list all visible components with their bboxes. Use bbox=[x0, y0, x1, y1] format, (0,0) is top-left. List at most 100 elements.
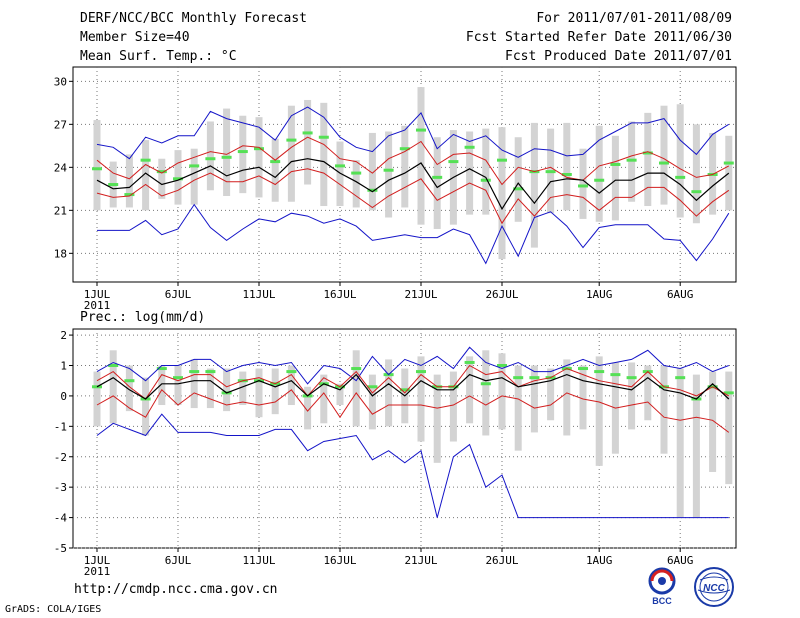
prec-ensemble-bar bbox=[725, 371, 733, 485]
temp-ensemble-bar bbox=[320, 102, 328, 207]
temp-ensemble-bar bbox=[725, 135, 733, 211]
prec-ensemble-bar bbox=[158, 365, 166, 406]
temp-ytick-label: 27 bbox=[54, 118, 67, 131]
temp-member-marker bbox=[723, 161, 734, 165]
temp-member-marker bbox=[659, 161, 669, 165]
source-url[interactable]: http://cmdp.ncc.cma.gov.cn bbox=[74, 582, 278, 597]
temp-member-marker bbox=[237, 150, 248, 154]
temp-upper-quartile-line bbox=[96, 136, 730, 186]
prec-member-marker bbox=[367, 385, 378, 389]
prec-member-marker bbox=[108, 364, 119, 367]
prec-ensemble-bar bbox=[709, 371, 717, 472]
prec-member-marker bbox=[497, 364, 507, 367]
forecast-started: Fcst Started Refer Date 2011/06/30 bbox=[465, 30, 732, 45]
temp-ensemble-bar bbox=[676, 104, 684, 218]
temp-member-marker bbox=[351, 171, 362, 175]
temp-member-marker bbox=[140, 158, 151, 162]
prec-ytick-label: -1 bbox=[54, 420, 67, 433]
temp-max-line bbox=[96, 106, 730, 160]
prec-ensemble-bar bbox=[514, 365, 522, 451]
prec-ensemble-bar bbox=[433, 374, 441, 463]
temp-ensemble-bar bbox=[530, 122, 538, 248]
temp-ensemble-bar bbox=[271, 138, 279, 202]
temp-ensemble-bar bbox=[255, 117, 263, 198]
prec-xtick-label: 1AUG bbox=[586, 554, 613, 567]
prec-ensemble-bar bbox=[563, 359, 571, 436]
temp-min-line bbox=[97, 203, 730, 265]
temp-member-marker bbox=[318, 135, 329, 139]
temp-ensemble-bar bbox=[401, 125, 409, 208]
prec-lower-quartile-line bbox=[96, 389, 730, 433]
prec-ensemble-bar bbox=[530, 365, 538, 433]
temp-ensemble-bar bbox=[93, 120, 101, 211]
temp-ensemble-bar bbox=[223, 108, 231, 196]
prec-max-line bbox=[96, 346, 729, 385]
prec-ensemble-bar bbox=[142, 377, 150, 436]
temp-median-line bbox=[96, 158, 730, 211]
prec-ensemble-bar bbox=[466, 356, 474, 424]
temp-xtick-label: 6JUL bbox=[165, 288, 192, 301]
prec-ensemble-bar bbox=[644, 365, 652, 421]
prec-xtick-label: 6JUL bbox=[165, 554, 192, 567]
temp-plot-frame bbox=[72, 66, 737, 283]
prec-member-marker bbox=[626, 376, 637, 380]
prec-ensemble-bar bbox=[417, 356, 425, 442]
temp-xtick-label: 11JUL bbox=[242, 288, 275, 301]
prec-ensemble-bar bbox=[498, 353, 506, 430]
temp-member-marker bbox=[432, 175, 443, 179]
temp-ensemble-bar bbox=[644, 112, 652, 207]
temp-member-marker bbox=[691, 190, 702, 194]
prec-ensemble-bar bbox=[320, 374, 328, 424]
temp-ensemble-bar bbox=[579, 148, 587, 219]
prec-ensemble-bar bbox=[482, 350, 490, 436]
prec-ytick-label: -2 bbox=[54, 451, 67, 464]
temp-ensemble-bar bbox=[563, 122, 571, 211]
temp-member-marker bbox=[626, 158, 637, 162]
temp-ensemble-bar bbox=[482, 128, 490, 215]
temp-ensemble-bar bbox=[304, 99, 312, 185]
precip-panel-title: Prec.: log(mm/d) bbox=[80, 310, 206, 325]
prec-ensemble-bar bbox=[174, 365, 182, 406]
prec-ensemble-bar bbox=[336, 383, 344, 406]
temp-member-marker bbox=[221, 155, 232, 159]
temp-member-marker bbox=[270, 160, 281, 164]
prec-ensemble-bar bbox=[692, 374, 700, 518]
prec-xtick-label: 1JUL bbox=[84, 554, 111, 567]
temp-member-marker bbox=[124, 193, 135, 197]
temp-member-marker bbox=[108, 183, 119, 187]
prec-ensemble-bar bbox=[352, 350, 360, 427]
temp-member-marker bbox=[561, 173, 572, 176]
grads-credit: GrADS: COLA/IGES bbox=[5, 604, 102, 615]
prec-xtick-label: 11JUL bbox=[242, 554, 275, 567]
temp-member-marker bbox=[513, 187, 524, 191]
temp-ensemble-bar bbox=[206, 121, 214, 191]
temp-ensemble-bar bbox=[190, 148, 198, 205]
temp-member-marker bbox=[545, 170, 556, 174]
prec-ensemble-bar bbox=[385, 359, 393, 427]
prec-member-marker bbox=[351, 367, 362, 371]
temp-xtick-label: 16JUL bbox=[323, 288, 356, 301]
temp-year-label: 2011 bbox=[84, 299, 111, 312]
temp-member-marker bbox=[254, 147, 264, 151]
prec-member-marker bbox=[189, 370, 200, 374]
prec-ensemble-bar bbox=[271, 368, 279, 415]
temp-ensemble-bar bbox=[239, 115, 247, 194]
temp-xtick-label: 21JUL bbox=[404, 288, 437, 301]
prec-ytick-label: 1 bbox=[60, 360, 67, 373]
temp-ensemble-bar bbox=[417, 87, 425, 225]
temp-ensemble-bar bbox=[692, 124, 700, 224]
prec-ensemble-bar bbox=[206, 368, 214, 409]
temp-member-marker bbox=[156, 170, 167, 174]
prec-ensemble-bar bbox=[368, 374, 376, 430]
temp-member-marker bbox=[578, 184, 588, 188]
temp-member-marker bbox=[302, 131, 313, 135]
temperature-panel: 18 21 24 27 30 1JUL 6JUL 11JUL 16JUL 21JUL 26JUL 1A… bbox=[54, 66, 737, 312]
prec-member-marker bbox=[578, 367, 588, 371]
chart-title: DERF/NCC/BCC Monthly Forecast bbox=[80, 11, 307, 26]
temp-member-marker bbox=[464, 145, 475, 149]
temp-member-marker bbox=[497, 158, 507, 162]
temp-member-marker bbox=[448, 160, 459, 164]
prec-ensemble-bar bbox=[628, 362, 636, 430]
